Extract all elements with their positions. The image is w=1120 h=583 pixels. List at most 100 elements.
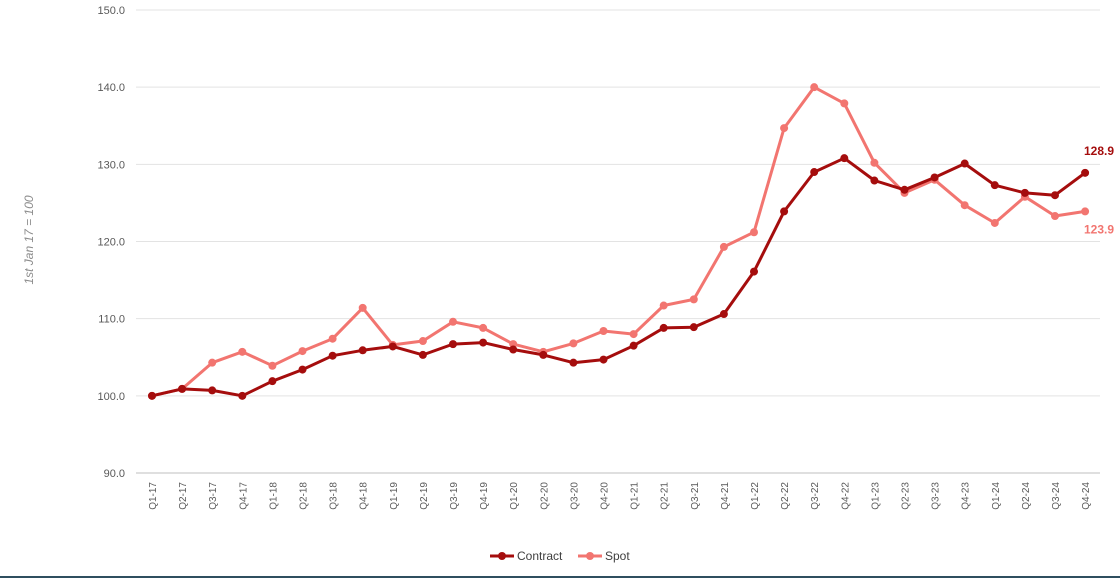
y-tick-label: 100.0 bbox=[97, 391, 125, 403]
data-point bbox=[1051, 212, 1059, 221]
x-tick-label: Q2-23 bbox=[901, 482, 912, 510]
data-point bbox=[659, 323, 668, 332]
x-tick-label: Q2-22 bbox=[780, 482, 791, 510]
data-point bbox=[810, 83, 819, 92]
legend-label: Spot bbox=[605, 549, 630, 563]
contract-end-label: 128.9 bbox=[1084, 144, 1114, 158]
x-tick-label: Q1-21 bbox=[630, 482, 641, 510]
x-tick-label: Q1-19 bbox=[389, 482, 400, 510]
data-point bbox=[238, 347, 247, 356]
data-point bbox=[629, 330, 638, 339]
data-point bbox=[719, 242, 728, 251]
x-tick-label: Q4-19 bbox=[479, 482, 490, 510]
legend-label: Contract bbox=[517, 549, 563, 563]
x-tick-label: Q3-18 bbox=[329, 482, 340, 510]
x-tick-label: Q2-17 bbox=[178, 482, 189, 510]
data-point bbox=[930, 173, 939, 182]
data-point bbox=[960, 201, 969, 210]
data-point bbox=[750, 267, 758, 276]
x-tick-label: Q1-20 bbox=[509, 482, 520, 510]
data-point bbox=[479, 338, 488, 347]
data-point bbox=[689, 295, 698, 304]
series-line-spot bbox=[150, 85, 1087, 398]
y-axis-ticks: 90.0 100.0 110.0 120.0 130.0 140.0 150.0 bbox=[97, 5, 125, 480]
data-point bbox=[328, 334, 337, 343]
series bbox=[148, 83, 1090, 400]
data-point bbox=[388, 342, 397, 351]
data-point bbox=[358, 303, 367, 312]
data-point bbox=[840, 154, 849, 163]
legend: Contract Spot bbox=[490, 549, 630, 563]
data-point bbox=[418, 350, 427, 359]
x-tick-label: Q4-24 bbox=[1081, 482, 1092, 510]
x-tick-label: Q3-22 bbox=[810, 482, 821, 510]
x-tick-label: Q3-17 bbox=[208, 482, 219, 510]
series-line-contract bbox=[150, 156, 1087, 398]
spot-end-label: 123.9 bbox=[1084, 222, 1114, 236]
data-point bbox=[599, 355, 608, 364]
data-point bbox=[358, 346, 367, 355]
y-tick-label: 150.0 bbox=[97, 5, 125, 17]
x-tick-label: Q4-23 bbox=[961, 482, 972, 510]
data-point bbox=[178, 384, 187, 393]
x-axis-ticks: Q1-17 Q2-17 Q3-17 Q4-17 Q1-18 Q2-18 Q3-18 Q4-18… bbox=[148, 482, 1092, 510]
data-point bbox=[148, 391, 156, 400]
data-point bbox=[509, 345, 518, 354]
data-point bbox=[1081, 168, 1090, 177]
data-point bbox=[719, 310, 728, 319]
data-point bbox=[870, 176, 879, 185]
data-point bbox=[298, 347, 307, 356]
data-point bbox=[689, 323, 698, 332]
x-tick-label: Q2-20 bbox=[539, 482, 550, 510]
x-tick-label: Q4-20 bbox=[600, 482, 611, 510]
data-point bbox=[960, 159, 969, 168]
y-tick-label: 110.0 bbox=[98, 314, 125, 326]
data-point bbox=[569, 358, 578, 367]
x-tick-label: Q1-22 bbox=[750, 482, 761, 510]
x-tick-label: Q2-18 bbox=[299, 482, 310, 510]
data-point bbox=[208, 358, 217, 367]
legend-swatch-marker bbox=[498, 552, 506, 560]
data-point bbox=[298, 365, 307, 374]
data-point bbox=[1081, 207, 1090, 216]
gridlines bbox=[136, 9, 1100, 474]
x-tick-label: Q4-17 bbox=[238, 482, 249, 510]
bottom-border bbox=[0, 576, 1120, 578]
x-tick-label: Q1-18 bbox=[268, 482, 279, 510]
data-point bbox=[418, 337, 427, 346]
legend-item-contract: Contract bbox=[490, 549, 563, 563]
x-tick-label: Q3-21 bbox=[690, 482, 701, 510]
data-point bbox=[750, 228, 758, 237]
data-point bbox=[1020, 188, 1029, 197]
data-point bbox=[449, 340, 457, 349]
data-point bbox=[780, 207, 789, 216]
data-point bbox=[569, 339, 578, 348]
data-point bbox=[990, 181, 999, 190]
x-tick-label: Q3-23 bbox=[931, 482, 942, 510]
x-tick-label: Q3-19 bbox=[449, 482, 460, 510]
data-point bbox=[238, 391, 247, 400]
data-point bbox=[990, 218, 999, 227]
data-point bbox=[810, 168, 819, 177]
data-point bbox=[539, 350, 548, 359]
x-tick-label: Q4-21 bbox=[720, 482, 731, 510]
data-point bbox=[900, 185, 909, 194]
x-tick-label: Q4-18 bbox=[359, 482, 370, 510]
data-point bbox=[780, 124, 789, 133]
x-tick-label: Q1-24 bbox=[991, 482, 1002, 510]
data-point bbox=[599, 327, 608, 336]
legend-item-spot: Spot bbox=[578, 549, 630, 563]
x-tick-label: Q3-20 bbox=[569, 482, 580, 510]
x-tick-label: Q3-24 bbox=[1051, 482, 1062, 510]
x-tick-label: Q1-17 bbox=[148, 482, 159, 510]
y-tick-label: 90.0 bbox=[104, 468, 125, 480]
legend-swatch-marker bbox=[586, 552, 594, 560]
x-tick-label: Q4-22 bbox=[840, 482, 851, 510]
x-tick-label: Q1-23 bbox=[870, 482, 881, 510]
data-point bbox=[659, 301, 668, 310]
data-point bbox=[629, 341, 638, 350]
x-tick-label: Q2-24 bbox=[1021, 482, 1032, 510]
y-tick-label: 140.0 bbox=[97, 82, 125, 94]
